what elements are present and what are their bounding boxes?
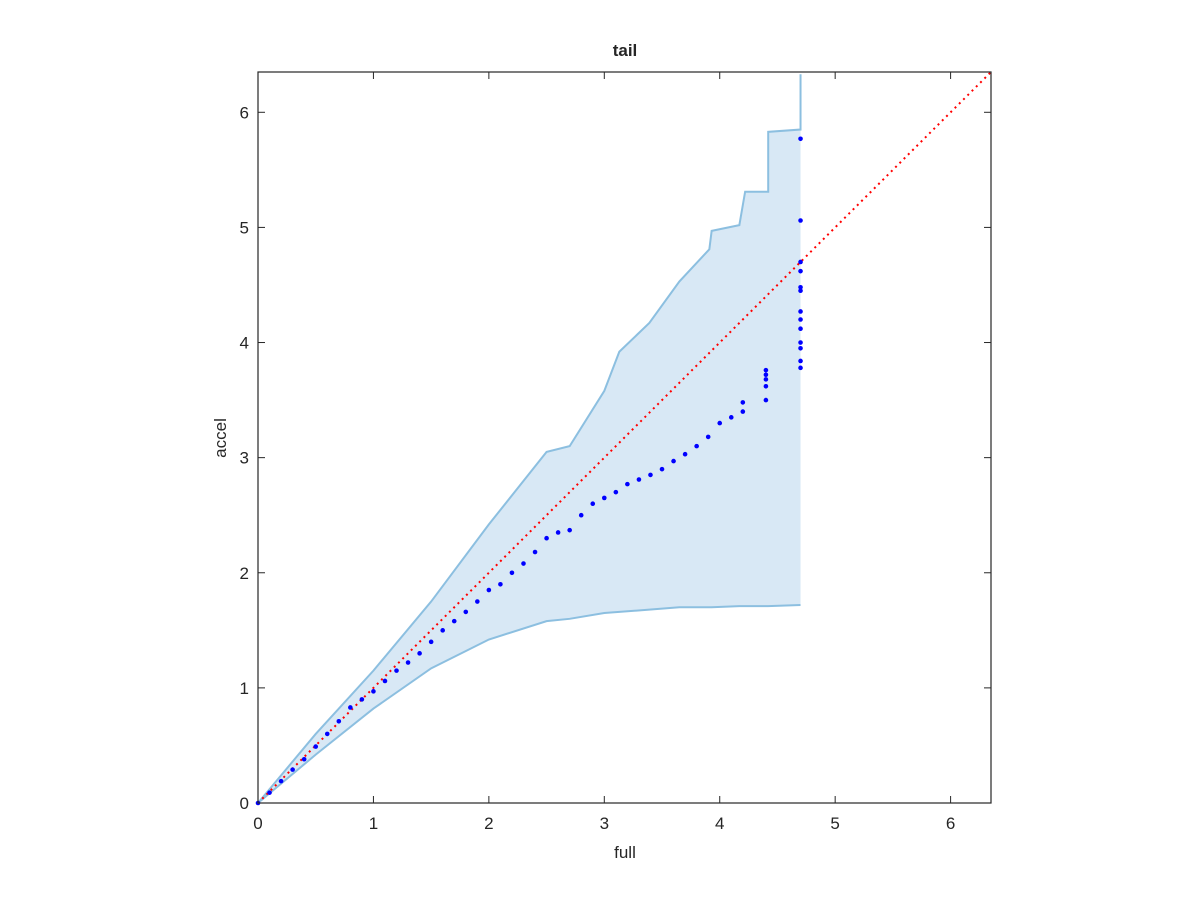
point <box>382 678 388 684</box>
point <box>763 372 769 378</box>
x-tick-label: 5 <box>830 814 839 833</box>
x-tick-label: 4 <box>715 814 724 833</box>
point <box>798 218 803 223</box>
point <box>301 756 307 762</box>
point <box>348 705 353 710</box>
point <box>498 581 503 587</box>
point <box>763 377 769 382</box>
point <box>509 570 515 576</box>
point <box>740 409 746 414</box>
point <box>371 689 376 694</box>
point <box>417 651 422 656</box>
point <box>671 458 676 464</box>
point <box>798 317 803 322</box>
point <box>428 639 434 645</box>
y-tick-label: 6 <box>240 103 249 122</box>
point <box>555 530 561 535</box>
point <box>728 415 734 420</box>
point <box>798 340 803 345</box>
point <box>763 383 769 389</box>
y-tick-label: 0 <box>240 794 249 813</box>
point <box>798 136 803 142</box>
point <box>798 259 803 265</box>
point <box>486 587 492 593</box>
point <box>359 697 365 702</box>
point <box>705 434 711 440</box>
point <box>694 443 699 449</box>
point <box>567 527 572 533</box>
point <box>521 561 526 566</box>
y-tick-label: 1 <box>240 679 249 698</box>
point <box>324 731 330 737</box>
band-upper <box>257 74 802 804</box>
point <box>798 358 803 364</box>
point <box>798 365 803 371</box>
point <box>798 309 803 314</box>
point <box>278 778 284 784</box>
x-tick-label: 2 <box>484 814 493 833</box>
band-fill <box>258 74 801 803</box>
point <box>451 618 457 624</box>
chart-title: tail <box>613 41 638 60</box>
point <box>532 549 538 555</box>
y-tick-label: 4 <box>240 334 249 353</box>
reference-line <box>257 71 992 804</box>
point <box>601 495 607 501</box>
point <box>682 451 688 457</box>
x-tick-label: 0 <box>253 814 262 833</box>
point <box>475 599 480 604</box>
point <box>763 367 769 373</box>
y-tick-label: 3 <box>240 449 249 468</box>
x-axis-label: full <box>614 843 636 862</box>
point <box>798 345 803 351</box>
point <box>636 477 642 482</box>
point <box>717 420 723 426</box>
x-tick-label: 6 <box>946 814 955 833</box>
x-tick-label: 1 <box>369 814 378 833</box>
point <box>440 628 445 633</box>
y-tick-label: 2 <box>240 564 249 583</box>
point <box>267 790 272 795</box>
point <box>336 718 342 724</box>
point <box>313 744 319 749</box>
point <box>798 284 803 290</box>
point <box>740 400 746 405</box>
y-tick-label: 5 <box>240 218 249 237</box>
point <box>405 660 411 665</box>
band-lower <box>257 603 801 804</box>
point <box>659 466 665 472</box>
point <box>798 288 803 294</box>
axes-frame <box>257 71 992 804</box>
point <box>648 472 653 478</box>
point <box>763 397 769 403</box>
point <box>290 767 295 772</box>
point <box>613 489 619 495</box>
point <box>798 326 803 332</box>
point <box>578 512 584 518</box>
point <box>463 609 469 615</box>
point <box>625 481 630 487</box>
point <box>798 268 803 274</box>
point <box>394 668 399 673</box>
point <box>544 535 549 541</box>
y-axis-label: accel <box>211 418 230 458</box>
point <box>590 501 596 506</box>
x-tick-label: 3 <box>600 814 609 833</box>
